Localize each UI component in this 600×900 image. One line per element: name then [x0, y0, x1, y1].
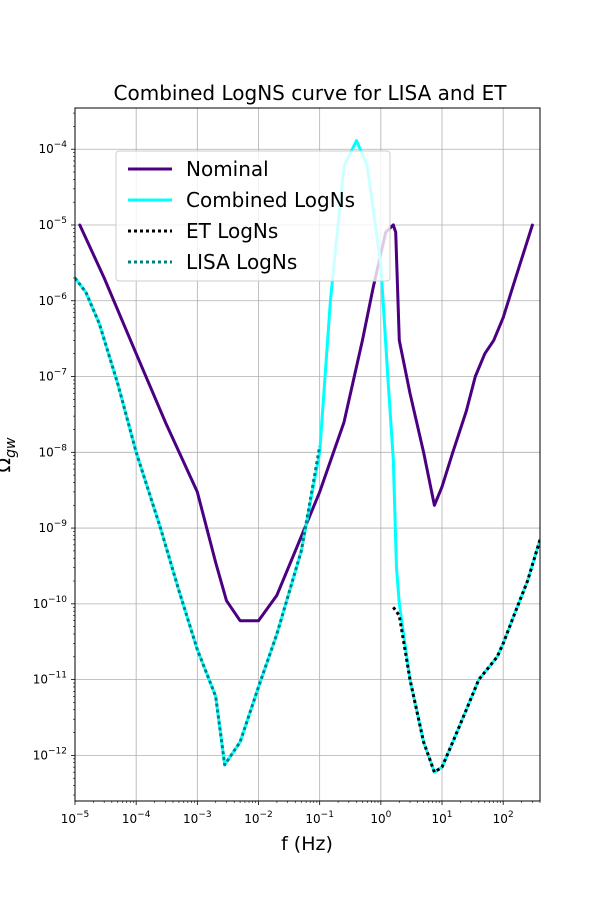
- y-tick-label: 10−5: [38, 216, 67, 232]
- x-tick-label: 10−1: [305, 810, 334, 826]
- chart-title: Combined LogNS curve for LISA and ET: [114, 81, 508, 105]
- y-tick-label: 10−4: [38, 140, 67, 156]
- x-axis-label: f (Hz): [281, 833, 333, 855]
- legend-label: Nominal: [186, 157, 269, 181]
- x-tick-label: 10−3: [183, 810, 212, 826]
- y-tick-label: 10−11: [33, 671, 67, 687]
- y-axis-label: Ωgw: [0, 437, 19, 472]
- legend-label: Combined LogNs: [186, 188, 355, 212]
- legend: Nominal Combined LogNs ET LogNs LISA LogNs: [115, 150, 391, 282]
- y-axis: 10−12 10−11 10−10 10−9 10−8 10−7 10−6 10−5 10−4: [33, 112, 75, 796]
- plot-frame: [74, 107, 541, 802]
- legend-label: LISA LogNs: [186, 250, 297, 274]
- series-line-et-logns: [392, 539, 540, 774]
- y-tick-label: 10−7: [38, 368, 67, 384]
- series-line-nominal: [391, 223, 534, 507]
- y-tick-label: 10−9: [38, 519, 67, 535]
- legend-label: ET LogNs: [186, 219, 278, 243]
- series-line-lisa-logns: [75, 277, 322, 767]
- x-tick-label: 10−4: [122, 810, 151, 826]
- x-tick-label: 10−5: [61, 810, 90, 826]
- y-tick-label: 10−8: [38, 443, 67, 459]
- x-tick-label: 102: [493, 810, 514, 826]
- x-tick-label: 10−2: [244, 810, 273, 826]
- y-tick-label: 10−6: [38, 292, 67, 308]
- x-tick-label: 100: [370, 810, 391, 826]
- series-line-nominal: [78, 223, 395, 623]
- x-axis: 10−5 10−4 10−3 10−2 10−1 100 101 102: [61, 801, 541, 826]
- y-tick-label: 10−12: [33, 746, 67, 762]
- legend-box: [115, 150, 391, 282]
- x-tick-label: 101: [431, 810, 452, 826]
- y-tick-label: 10−10: [33, 595, 68, 611]
